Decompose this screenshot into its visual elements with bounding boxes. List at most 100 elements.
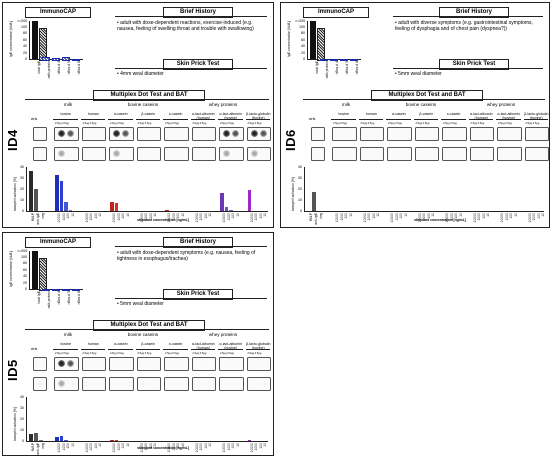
ige-ytick: 80 — [301, 31, 305, 36]
ige-ytick: 100 — [21, 24, 27, 29]
dot-strip — [109, 377, 134, 391]
ctrl-label: fMLP — [309, 213, 313, 221]
bat-ytick: 0 — [22, 209, 24, 213]
column-header: α-casein — [391, 112, 406, 116]
column-rule — [135, 119, 160, 120]
ige-ytick: 20 — [23, 50, 27, 55]
bat-bar — [229, 209, 233, 211]
bat-ytick: 30 — [20, 176, 24, 180]
history-bullet: • — [395, 20, 399, 26]
dot-strip — [54, 147, 79, 161]
ctrl-dot-strip — [33, 357, 47, 371]
dot-spot — [113, 130, 120, 137]
dot-strip — [414, 127, 439, 141]
dot-strip — [219, 147, 244, 161]
conc-label: 1000 — [504, 213, 509, 221]
history-text: • adult with diverse symptoms (e.g. gast… — [395, 20, 541, 32]
ige-ytick: 20 — [23, 280, 27, 285]
spt-value: 4mm weal diameter — [120, 71, 164, 77]
dot-strip — [164, 357, 189, 371]
skin-prick-title: Skin Prick Test — [163, 289, 233, 300]
bat-bar — [247, 439, 251, 441]
column-header: α-lact-albumin (bovine) — [219, 112, 243, 120]
dot-strip — [54, 377, 79, 391]
dot-conc: 2.5µg 0.5µg — [192, 122, 207, 125]
ctrl-bar — [29, 171, 33, 211]
dot-strip — [191, 127, 216, 141]
skin-prick-title: Skin Prick Test — [439, 59, 509, 70]
spt-underline — [393, 68, 543, 69]
conc-label: 1000 — [477, 213, 481, 221]
multiplex-line — [25, 329, 269, 330]
ige-axis-label: IgE concentration [kU/L] — [9, 20, 13, 57]
ctrl-dot-strip — [33, 377, 47, 391]
ige-y-axis — [29, 21, 30, 59]
panel-1: ID6 ImmunoCAP IgE concentration [kU/L] 100 8… — [280, 2, 550, 228]
multiplex-title: Multiplex Dot Test and BAT — [93, 320, 205, 331]
dot-strip — [219, 377, 244, 391]
column-header: bovine — [60, 112, 72, 116]
conc-label: 10000 — [417, 213, 422, 223]
dot-spot — [67, 360, 74, 367]
immunocap-title: ImmunoCAP — [303, 7, 369, 18]
column-rule — [523, 119, 548, 120]
ctrl-label: fMLP — [31, 443, 35, 451]
column-rule — [413, 119, 438, 120]
dot-strip — [246, 377, 271, 391]
column-rule — [163, 119, 188, 120]
dot-strip — [246, 357, 271, 371]
group-label: whey proteins — [486, 102, 516, 107]
column-rule — [441, 119, 466, 120]
bat-ytick: 30 — [298, 176, 302, 180]
group-label: whey proteins — [208, 102, 238, 107]
bat-ytick: 40 — [20, 395, 24, 399]
group-label: bovine caseins — [127, 102, 159, 107]
multiplex-title: Multiplex Dot Test and BAT — [93, 90, 205, 101]
dot-conc: 2.5µg 0.5µg — [247, 122, 262, 125]
dot-strip — [81, 357, 106, 371]
conc-label: 10 — [403, 213, 408, 217]
dot-strip — [469, 147, 494, 161]
dot-conc: 2.5µg 0.5µg — [165, 352, 179, 355]
conc-label: 1000 — [394, 213, 399, 221]
dot-spot — [122, 130, 129, 137]
spt-bullet: • — [395, 71, 399, 77]
column-header: α-casein — [113, 342, 128, 346]
dot-strip — [359, 147, 384, 161]
column-rule — [135, 349, 160, 350]
dot-strip — [81, 147, 106, 161]
dot-spot — [67, 130, 74, 137]
dot-conc: 2.5µg 0.5µg — [388, 122, 402, 125]
column-rule — [496, 119, 521, 120]
ctrl-bar — [34, 433, 38, 441]
column-header: β-lacto-globulin (bovine) — [524, 112, 549, 120]
dot-strip — [524, 147, 549, 161]
ige-ytick: 60 — [23, 37, 27, 42]
ige-bar — [330, 59, 338, 61]
dot-strip — [136, 357, 161, 371]
dot-strip — [191, 147, 216, 161]
history-underline — [115, 16, 267, 17]
group-label: milk — [63, 332, 73, 337]
dot-strip — [164, 127, 189, 141]
column-header: β-lacto-globulin (bovine) — [246, 112, 271, 120]
ige-ytick: 100 — [21, 254, 27, 259]
ctrl-label: neg — [319, 213, 323, 219]
ctrls-label: ctrls — [308, 117, 316, 121]
ige-ytick-top: >=200 — [295, 19, 306, 23]
ige-cat-label: milk protein — [47, 291, 51, 309]
column-header: β-lacto-globulin (bovine) — [246, 342, 271, 350]
history-text: • adult with dose-dependent reactions, e… — [117, 20, 265, 32]
ctrl-bar — [39, 439, 43, 441]
ige-bar-hatched — [39, 257, 47, 291]
conc-label: 10000 — [335, 213, 339, 223]
conc-label: 10000 — [362, 213, 367, 223]
bat-ytick: 40 — [298, 165, 302, 169]
ige-axis-label: IgE concentration [kU/L] — [287, 20, 291, 57]
conc-label: 1000 — [367, 213, 371, 221]
ige-ytick: 100 — [299, 24, 305, 29]
column-header: β-casein — [141, 112, 156, 116]
group-label: milk — [63, 102, 73, 107]
multiplex-title: Multiplex Dot Test and BAT — [371, 90, 483, 101]
dot-spot — [223, 130, 230, 137]
